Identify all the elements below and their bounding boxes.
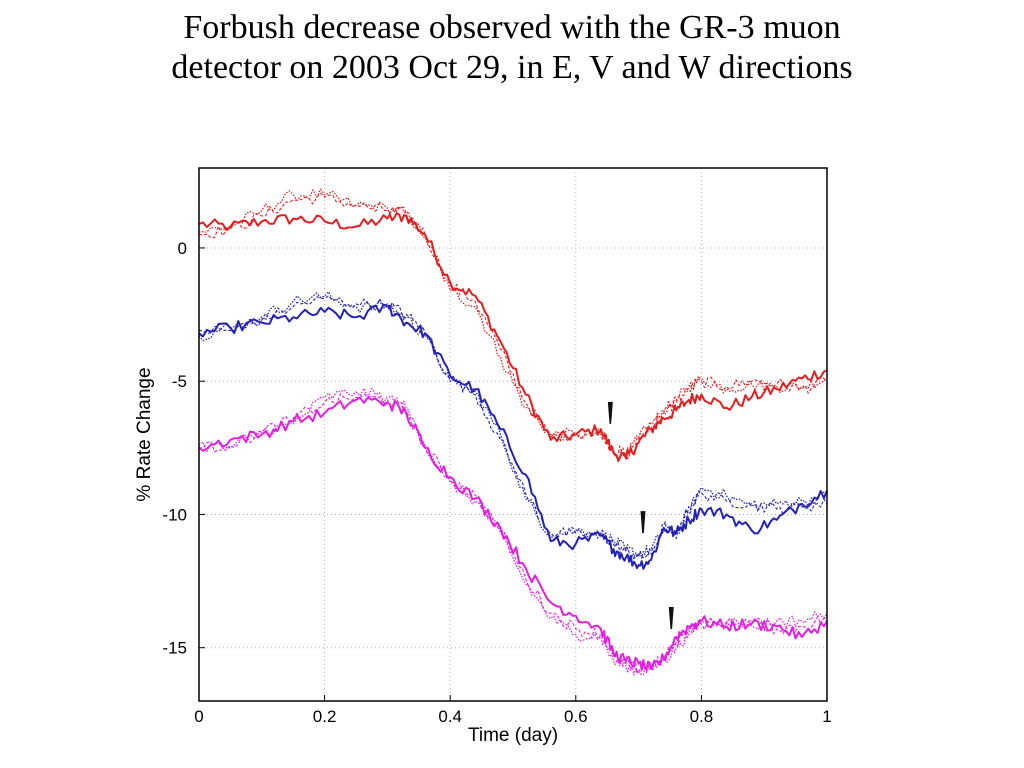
y-axis-label: % Rate Change [134,367,155,501]
x-axis-label: Time (day) [468,725,558,746]
series-line-7 [198,396,828,671]
slide-title-line-2: detector on 2003 Oct 29, in E, V and W d… [171,49,853,86]
x-tick-label: 0.4 [438,707,462,726]
series-line-6 [198,295,828,560]
y-tick-label: -10 [162,505,187,524]
tick-layer: 0 0.2 0.4 0.6 0.8 1 0 -5 -10 -15 [162,239,831,726]
onset-marker-arrow [668,607,674,630]
series-line-2 [198,188,828,461]
series-layer [198,188,828,676]
plot-area [199,168,827,701]
y-tick-label: -15 [162,639,187,658]
slide-title: Forbush decrease observed with the GR-3 … [0,8,1024,88]
series-line-9 [198,393,828,674]
x-tick-label: 0 [194,707,203,726]
y-tick-label: -5 [172,372,187,391]
x-tick-label: 0.8 [690,707,714,726]
x-tick-label: 0.6 [564,707,588,726]
y-tick-label: 0 [178,239,187,258]
series-line-5 [198,291,828,559]
series-line-4 [198,303,828,570]
plot-frame [198,167,828,702]
onset-marker-arrow [607,401,613,424]
x-tick-label: 1 [822,707,831,726]
onset-marker-arrow [640,511,646,534]
slide-title-line-1: Forbush decrease observed with the GR-3 … [183,9,841,46]
x-tick-label: 0.2 [313,707,337,726]
label-layer: Time (day) % Rate Change [134,367,558,746]
grid-layer [199,168,827,701]
marker-layer [607,401,674,630]
